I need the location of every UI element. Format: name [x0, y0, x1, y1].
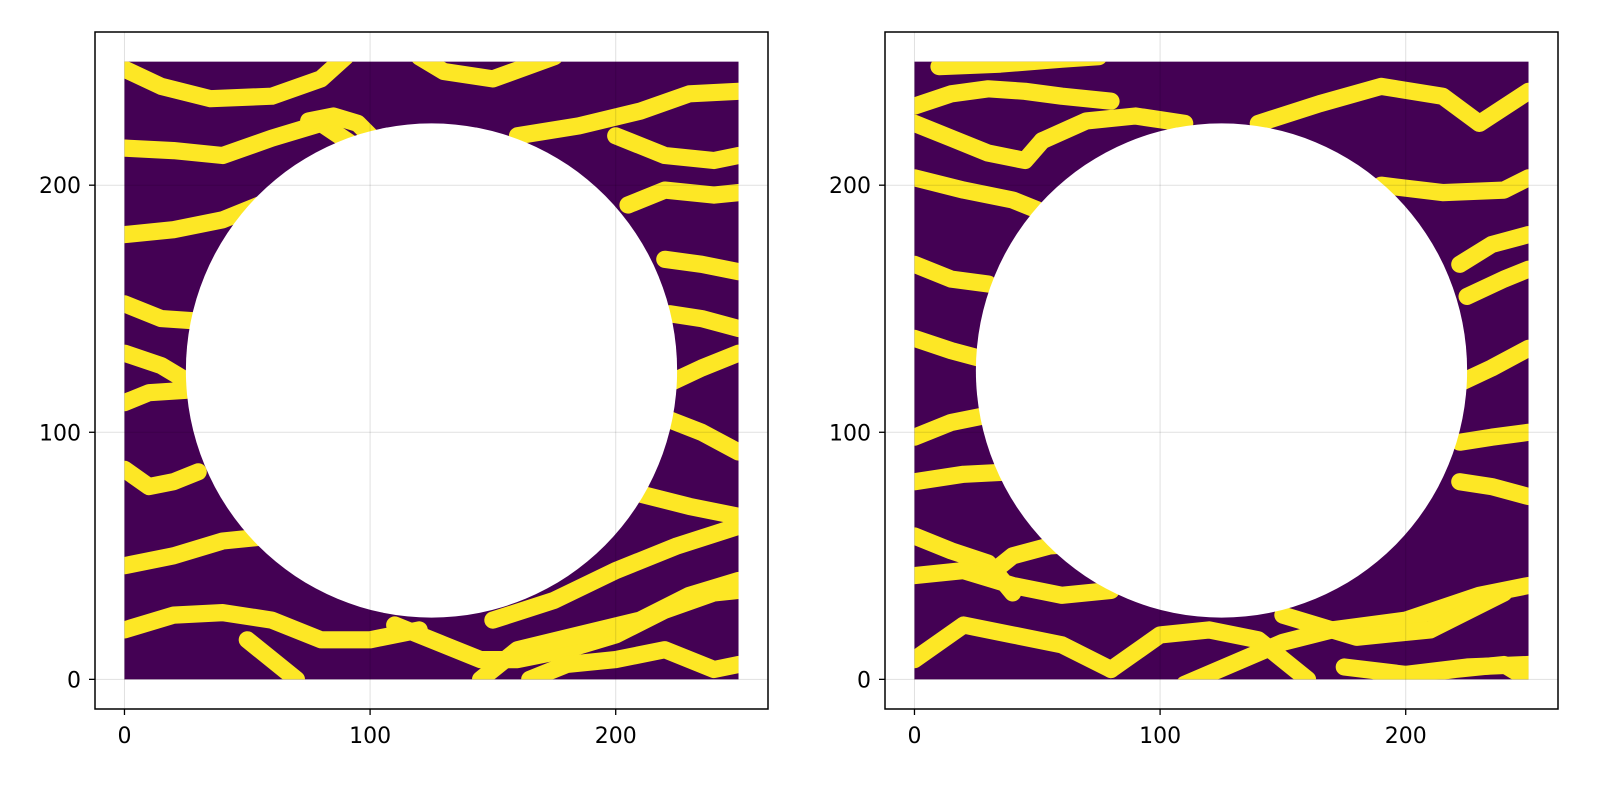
left-ytick-label-2: 200: [39, 174, 81, 199]
right-ytick-label-2: 200: [829, 174, 871, 199]
right-stripe-5: [914, 255, 997, 293]
left-stripe-15: [521, 641, 739, 680]
right-xtick-label-1: 100: [1139, 724, 1181, 749]
left-stripe-14: [484, 517, 739, 629]
left-stripe-6: [124, 344, 207, 397]
left-ticks: 0 100 200 0 100 200: [39, 174, 637, 749]
right-stripe-0: [930, 61, 1106, 76]
heatmap-panel-left: 0 100 200 0 100 200: [39, 31, 769, 749]
left-xtick-label-0: 0: [117, 724, 131, 749]
left-stripe-19: [656, 250, 739, 281]
right-xtick-label-0: 0: [907, 724, 921, 749]
right-stripe-20: [1372, 169, 1529, 202]
left-stripe-7: [124, 381, 195, 412]
left-stripe-23: [631, 485, 739, 525]
left-stripe-0: [124, 61, 353, 108]
left-xtick-label-1: 100: [349, 724, 391, 749]
right-stripe-4: [914, 169, 1046, 219]
left-stripe-8: [124, 460, 207, 496]
left-xtick-label-2: 200: [595, 724, 637, 749]
right-stripe-16: [1274, 584, 1513, 646]
right-plot-area: [885, 32, 1558, 709]
left-axes-frame: [94, 31, 769, 710]
right-stripe-18: [1335, 655, 1529, 680]
right-stripe-3: [1033, 107, 1194, 150]
right-stripe-22: [1458, 260, 1529, 305]
right-stripe-6: [914, 329, 997, 370]
right-axes-frame: [884, 31, 1559, 710]
left-stripe-18: [619, 181, 739, 214]
right-ytick-label-1: 100: [829, 421, 871, 446]
left-stripe-10: [124, 603, 428, 649]
left-stripe-20: [661, 305, 739, 338]
right-xtick-label-2: 200: [1385, 724, 1427, 749]
right-stripe-2: [914, 114, 1051, 170]
right-ticks: 0 100 200 0 100 200: [829, 174, 1427, 749]
right-stripe-1: [914, 80, 1120, 115]
left-plot-area: [95, 32, 768, 709]
left-stripes: [124, 61, 739, 680]
left-stripe-11: [238, 631, 305, 680]
left-stripe-13: [472, 571, 739, 680]
left-masked-circle: [185, 123, 678, 618]
right-ytick-label-0: 0: [857, 668, 871, 693]
right-stripe-19: [1249, 77, 1529, 133]
left-ytick-label-0: 0: [67, 668, 81, 693]
right-stripe-24: [1451, 423, 1529, 451]
left-stripe-21: [661, 344, 739, 392]
right-masked-circle: [975, 123, 1468, 618]
right-stripe-25: [1451, 473, 1529, 506]
right-stripe-21: [1451, 226, 1529, 273]
left-stripe-17: [607, 127, 739, 170]
right-stripe-11: [914, 561, 1120, 604]
right-stripe-13: [914, 616, 1120, 679]
heatmap-panel-right: 0 100 200 0 100 200: [829, 31, 1559, 749]
right-stripe-7: [914, 406, 997, 446]
right-stripe-23: [1451, 339, 1529, 392]
left-ytick-label-1: 100: [39, 421, 81, 446]
left-stripe-3: [412, 61, 562, 88]
left-stripe-22: [661, 411, 739, 461]
left-stripe-16: [508, 82, 739, 145]
